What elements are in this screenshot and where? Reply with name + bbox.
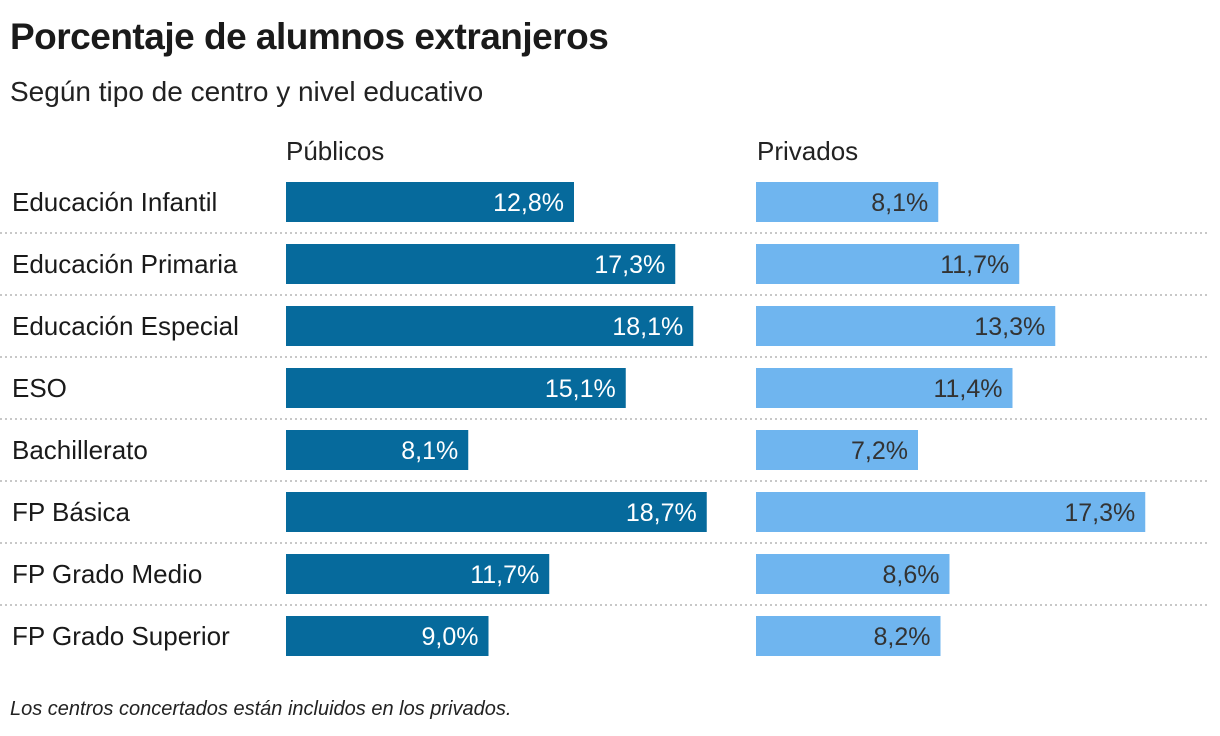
data-label: 15,1%	[545, 375, 616, 403]
bar-publicos	[286, 616, 489, 656]
data-label: 8,6%	[883, 561, 940, 589]
data-label: 13,3%	[974, 313, 1045, 341]
bar-privados	[756, 182, 939, 222]
bar-privados	[756, 554, 950, 594]
category-label: Educación Especial	[12, 311, 239, 341]
category-label: FP Grado Superior	[12, 621, 230, 651]
series-header-publicos: Públicos	[286, 136, 385, 166]
data-label: 17,3%	[1064, 499, 1135, 527]
series-header-privados: Privados	[757, 136, 859, 166]
data-label: 11,4%	[933, 375, 1002, 403]
footnote: Los centros concertados están incluidos …	[10, 698, 512, 720]
category-label: Educación Infantil	[12, 187, 217, 217]
bar-publicos	[286, 306, 694, 346]
bar-publicos	[286, 368, 626, 408]
data-label: 11,7%	[940, 251, 1009, 279]
bar-publicos	[286, 430, 469, 470]
bar-privados	[756, 492, 1146, 532]
category-label: FP Básica	[12, 497, 131, 527]
bar-privados	[756, 616, 941, 656]
data-label: 8,1%	[871, 189, 928, 217]
data-label: 7,2%	[851, 437, 908, 465]
data-label: 11,7%	[470, 561, 539, 589]
bar-privados	[756, 306, 1056, 346]
bar-publicos	[286, 182, 574, 222]
data-label: 8,2%	[874, 623, 931, 651]
data-label: 8,1%	[401, 437, 458, 465]
category-label: FP Grado Medio	[12, 559, 202, 589]
chart-subtitle: Según tipo de centro y nivel educativo	[10, 76, 484, 107]
category-label: Educación Primaria	[12, 249, 238, 279]
data-label: 17,3%	[594, 251, 665, 279]
category-label: Bachillerato	[12, 435, 148, 465]
bar-publicos	[286, 554, 550, 594]
bar-privados	[756, 244, 1020, 284]
bar-publicos	[286, 244, 676, 284]
data-label: 18,1%	[612, 313, 683, 341]
bar-publicos	[286, 492, 707, 532]
data-label: 12,8%	[493, 189, 564, 217]
bar-privados	[756, 368, 1013, 408]
bar-privados	[756, 430, 918, 470]
data-label: 18,7%	[626, 499, 697, 527]
data-label: 9,0%	[422, 623, 479, 651]
category-label: ESO	[12, 373, 67, 403]
chart-title: Porcentaje de alumnos extranjeros	[10, 16, 609, 57]
